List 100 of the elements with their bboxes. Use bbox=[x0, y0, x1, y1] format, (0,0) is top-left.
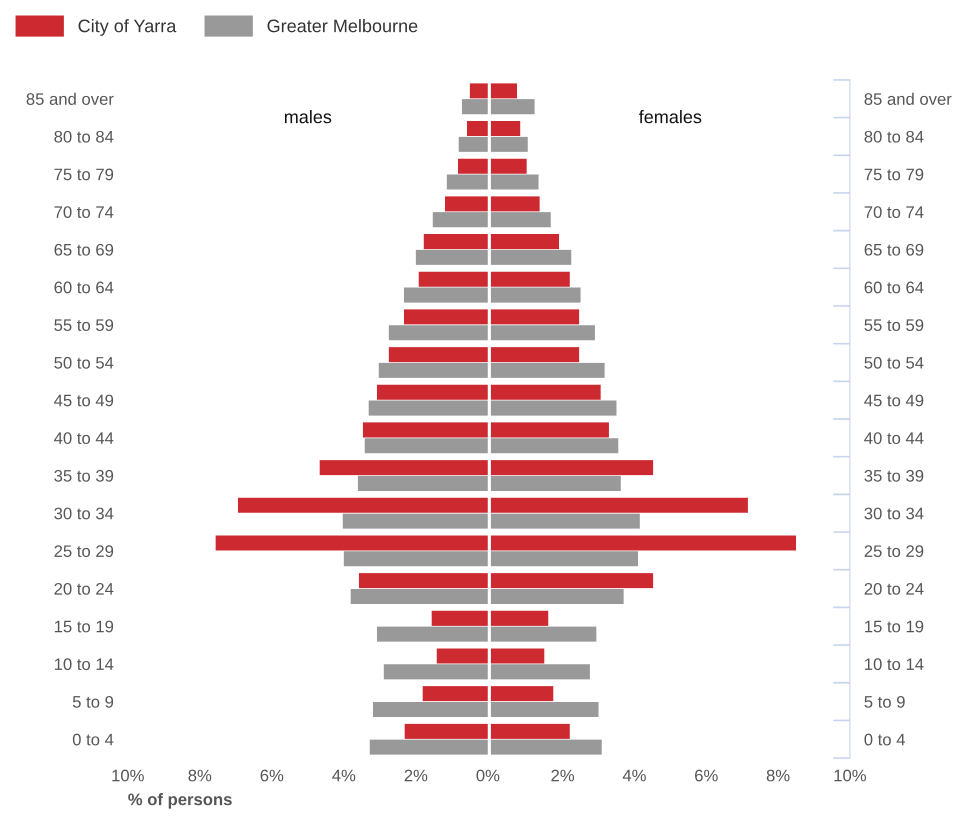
y-tick-label: 80 to 84 bbox=[54, 130, 114, 143]
y-tick-label: 0 to 4 bbox=[864, 734, 906, 746]
y-tick-label: 70 to 74 bbox=[864, 206, 924, 218]
bar bbox=[432, 610, 488, 626]
y-tick-label: 55 to 59 bbox=[864, 319, 924, 332]
bar bbox=[432, 212, 488, 228]
y-tick-label: 50 to 54 bbox=[864, 356, 924, 369]
y-tick-label: 0 to 4 bbox=[72, 734, 114, 746]
bar bbox=[404, 309, 488, 324]
bar bbox=[446, 174, 488, 190]
y-tick-label: 20 to 24 bbox=[54, 582, 114, 595]
bar bbox=[350, 588, 488, 604]
y-tick-label: 45 to 49 bbox=[54, 394, 114, 406]
y-tick-label: 40 to 44 bbox=[54, 432, 114, 444]
y-tick-label: 75 to 79 bbox=[864, 168, 924, 180]
y-tick-label: 5 to 9 bbox=[864, 696, 905, 708]
bar bbox=[358, 573, 488, 588]
bar bbox=[490, 740, 602, 755]
bar bbox=[490, 648, 544, 664]
bar bbox=[490, 626, 596, 642]
x-tick-label: 10% bbox=[112, 770, 144, 782]
y-tick-label: 15 to 19 bbox=[865, 620, 924, 632]
bar bbox=[490, 438, 618, 454]
x-axis-title: % of persons bbox=[128, 793, 232, 809]
y-tick-label: 30 to 34 bbox=[864, 508, 924, 520]
legend-label: City of Yarra bbox=[78, 19, 176, 36]
bar bbox=[388, 325, 488, 340]
legend-label: Greater Melbourne bbox=[268, 19, 418, 32]
bar bbox=[490, 325, 595, 340]
bar bbox=[490, 347, 580, 362]
y-tick-label: 15 to 19 bbox=[54, 620, 114, 632]
bar bbox=[422, 686, 488, 702]
bar bbox=[376, 384, 488, 400]
bar bbox=[370, 740, 488, 755]
bar bbox=[490, 250, 572, 265]
bar bbox=[418, 272, 488, 287]
y-tick-label: 85 and over bbox=[26, 92, 114, 105]
bar bbox=[490, 460, 654, 476]
y-tick-label: 25 to 29 bbox=[54, 545, 114, 558]
y-tick-label: 10 to 14 bbox=[54, 658, 114, 670]
bar bbox=[216, 535, 488, 550]
bar bbox=[490, 288, 581, 303]
bar bbox=[490, 702, 599, 717]
bar bbox=[490, 121, 520, 136]
bar bbox=[490, 724, 570, 739]
bar bbox=[376, 626, 488, 642]
y-tick-label: 60 to 64 bbox=[864, 282, 924, 294]
bar bbox=[490, 514, 640, 529]
y-tick-label: 35 to 39 bbox=[864, 470, 924, 482]
x-tick-label: 6% bbox=[695, 770, 718, 782]
y-tick-label: 5 to 9 bbox=[72, 696, 114, 708]
bar bbox=[458, 158, 488, 174]
x-tick-label: 6% bbox=[260, 770, 284, 782]
bar bbox=[404, 288, 488, 303]
bar bbox=[490, 136, 528, 152]
bar bbox=[490, 362, 605, 378]
bar bbox=[490, 498, 748, 513]
bar bbox=[490, 272, 570, 287]
bar bbox=[490, 212, 551, 228]
bar bbox=[490, 476, 621, 491]
x-tick-label: 4% bbox=[622, 770, 646, 782]
bar bbox=[358, 476, 488, 491]
bar bbox=[490, 158, 527, 174]
y-tick-label: 45 to 49 bbox=[864, 394, 924, 406]
x-tick-label: 0% bbox=[476, 770, 500, 782]
bar bbox=[368, 400, 488, 416]
y-tick-label: 50 to 54 bbox=[54, 356, 114, 369]
bar bbox=[470, 83, 488, 98]
x-tick-label: 2% bbox=[404, 770, 428, 782]
y-tick-label: 55 to 59 bbox=[54, 319, 114, 332]
bar bbox=[458, 136, 488, 152]
bar bbox=[490, 686, 554, 702]
bar bbox=[490, 99, 535, 114]
bar bbox=[373, 702, 488, 717]
bar bbox=[362, 422, 488, 438]
x-tick-label: 2% bbox=[551, 770, 574, 782]
bar bbox=[490, 384, 601, 400]
bar bbox=[466, 121, 488, 136]
y-tick-label: 35 to 39 bbox=[54, 470, 114, 482]
bar bbox=[490, 588, 624, 604]
x-tick-label: 8% bbox=[188, 770, 212, 782]
y-tick-label: 25 to 29 bbox=[864, 545, 924, 558]
text: males bbox=[284, 110, 332, 124]
bar bbox=[490, 234, 560, 250]
bar bbox=[436, 648, 488, 664]
bar bbox=[490, 196, 540, 212]
y-tick-label: 10 to 14 bbox=[865, 658, 924, 670]
bar bbox=[490, 174, 539, 190]
bar bbox=[490, 400, 616, 416]
y-tick-label: 60 to 64 bbox=[54, 282, 114, 294]
bar bbox=[388, 347, 488, 362]
y-tick-label: 85 and over bbox=[864, 92, 952, 105]
bar bbox=[238, 498, 488, 513]
bar bbox=[416, 250, 488, 265]
bar bbox=[378, 362, 488, 378]
x-tick-label: 10% bbox=[834, 770, 866, 782]
bar bbox=[490, 610, 548, 626]
bar bbox=[320, 460, 488, 476]
bar bbox=[490, 664, 590, 680]
bar bbox=[490, 422, 609, 438]
